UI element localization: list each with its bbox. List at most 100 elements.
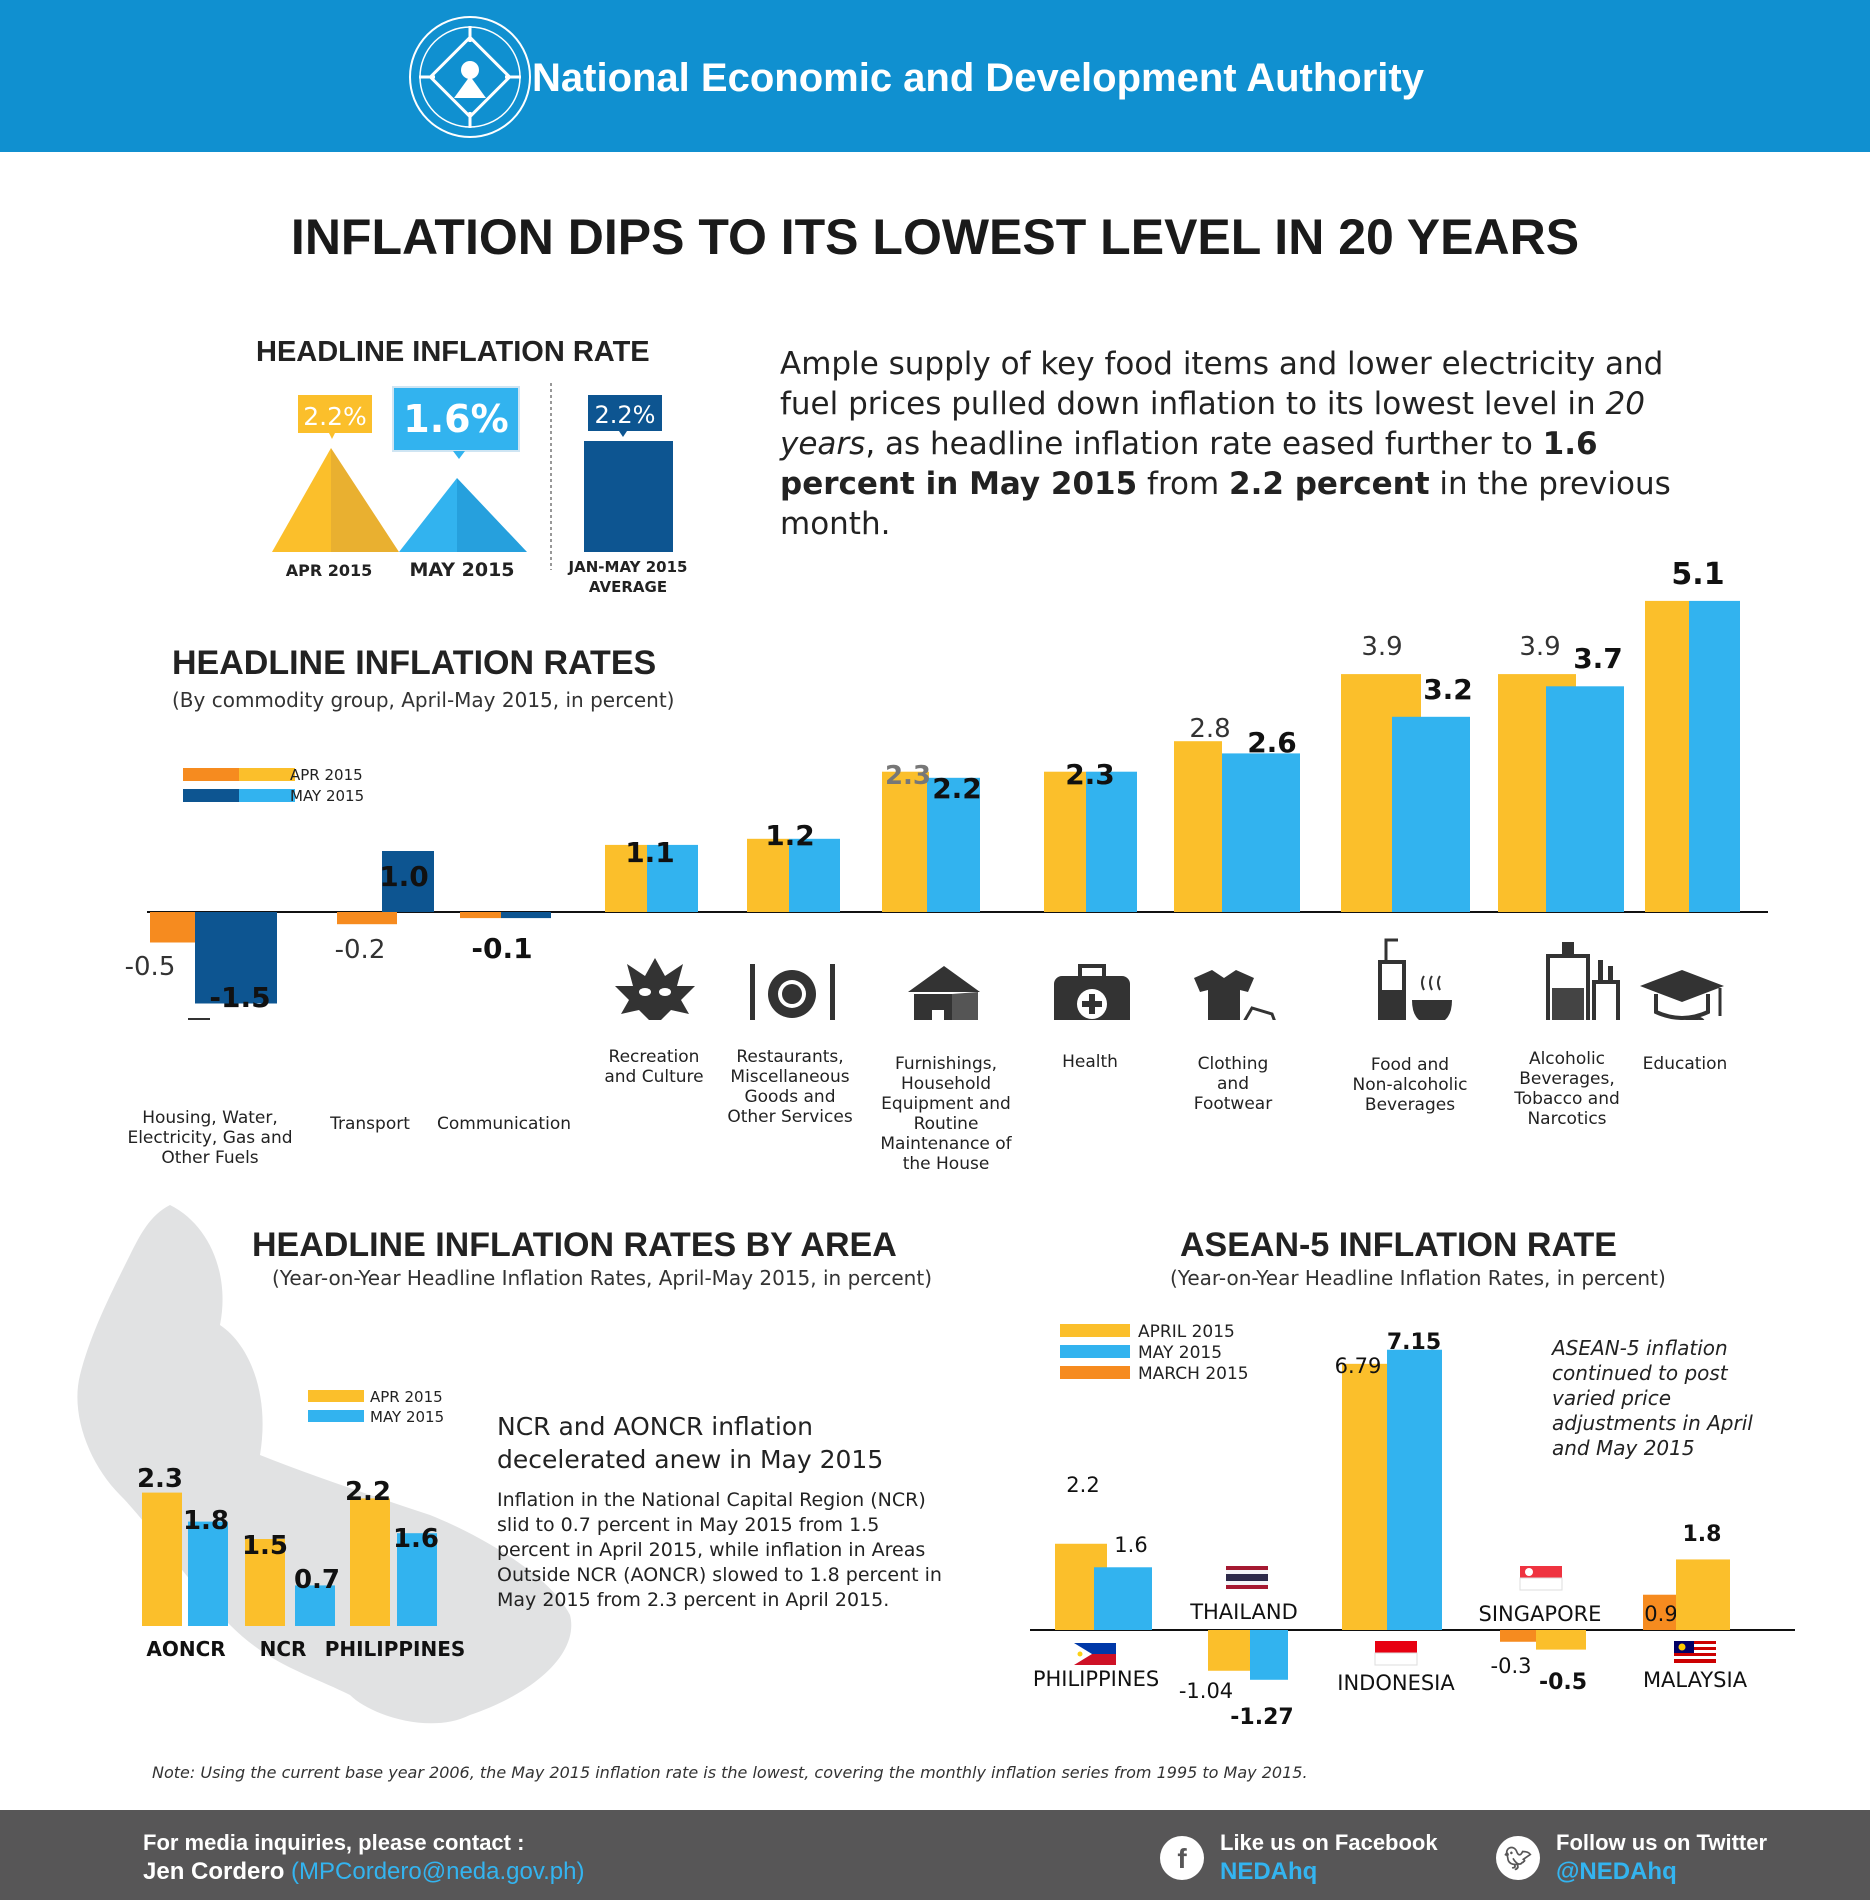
asean-legend-apr: APRIL 2015 xyxy=(1138,1322,1235,1342)
ncr-aoncr-body: Inflation in the National Capital Region… xyxy=(497,1489,942,1611)
commodity-category-line: Household xyxy=(901,1074,991,1094)
asean-category-label: PHILIPPINES xyxy=(1033,1667,1159,1691)
area-bar-may xyxy=(397,1533,437,1626)
commodity-category-label: Food and Non-alcoholic Beverages xyxy=(1315,1055,1505,1115)
twitter-icon[interactable]: 🐦︎ xyxy=(1496,1836,1540,1880)
headline-title: HEADLINE INFLATION RATE xyxy=(256,336,650,368)
contact-email-link[interactable]: (MPCordero@neda.gov.ph) xyxy=(291,1858,585,1885)
asean-category-label: SINGAPORE xyxy=(1479,1602,1602,1626)
commodity-data-label: 5.1 xyxy=(1671,560,1724,592)
facebook-handle-link[interactable]: NEDAhq xyxy=(1220,1858,1318,1885)
commodity-category-line: Communication xyxy=(437,1114,571,1134)
commodity-category-line: Other Fuels xyxy=(161,1148,259,1168)
commodity-category-label: Furnishings, Household Equipment and Routin… xyxy=(851,1054,1041,1174)
asean-data-label: 1.6 xyxy=(1114,1533,1147,1557)
facebook-icon[interactable]: f xyxy=(1160,1836,1204,1880)
mask-icon xyxy=(615,958,695,1020)
ncr-head-line-1: NCR and AONCR inflation xyxy=(497,1412,814,1441)
asean-bar xyxy=(1250,1630,1288,1680)
apr-value-label: 2.2% xyxy=(303,402,367,431)
summary-paragraph: Ample supply of key food items and lower… xyxy=(780,344,1690,544)
commodity-category-label: Housing, Water, Electricity, Gas and Other… xyxy=(115,1108,305,1168)
commodity-bar-apr xyxy=(1645,600,1689,912)
summary-em: 20 years xyxy=(780,386,1645,462)
commodity-category-line: Education xyxy=(1642,1054,1728,1074)
commodity-bar-may xyxy=(195,912,277,1004)
contact-label: For media inquiries, please contact : xyxy=(143,1830,525,1855)
area-bar-apr xyxy=(245,1539,285,1626)
apr-caption: APR 2015 xyxy=(286,561,373,580)
commodity-category-label: Transport xyxy=(275,1114,465,1134)
commodity-data-label: 3.7 xyxy=(1573,642,1623,675)
philippines-flag-icon xyxy=(1074,1643,1116,1665)
commodity-category-line: Health xyxy=(1062,1052,1118,1072)
commodity-category-line: Maintenance of xyxy=(880,1134,1012,1154)
commodity-bar-apr xyxy=(605,844,647,912)
asean-category-label: THAILAND xyxy=(1189,1600,1298,1624)
asean-category-label: MALAYSIA xyxy=(1643,1668,1748,1692)
graduation-cap-icon xyxy=(1640,970,1724,1020)
area-bar-apr xyxy=(142,1492,182,1626)
area-data-label-may: 1.8 xyxy=(183,1506,229,1536)
neda-seal-logo xyxy=(409,16,531,138)
commodity-category-line: and Culture xyxy=(604,1067,704,1087)
commodity-title: HEADLINE INFLATION RATES xyxy=(172,644,657,682)
commodity-data-label: -1.5 xyxy=(209,981,270,1014)
area-title: HEADLINE INFLATION RATES BY AREA xyxy=(252,1226,897,1264)
asean-data-label: -0.3 xyxy=(1491,1654,1532,1678)
asean-data-label: 0.9 xyxy=(1644,1602,1677,1626)
commodity-bar-may xyxy=(501,912,551,919)
asean-bar xyxy=(1676,1559,1730,1630)
avg-bar xyxy=(584,441,673,552)
alcohol-tobacco-icon xyxy=(1546,942,1620,1020)
summary-bold-2: 2.2 percent xyxy=(1229,466,1430,502)
summary-text-1: Ample supply of key food items and lower… xyxy=(780,346,1664,422)
asean-bar xyxy=(1094,1567,1152,1630)
area-data-label-may: 1.6 xyxy=(393,1524,439,1554)
asean-legend: APRIL 2015 MAY 2015 MARCH 2015 xyxy=(1060,1322,1249,1384)
area-data-label-apr: 1.5 xyxy=(242,1531,288,1561)
commodity-bar-apr xyxy=(337,912,397,925)
commodity-bar-may xyxy=(1222,753,1300,912)
asean-category-label: INDONESIA xyxy=(1337,1671,1455,1695)
area-legend-apr: APR 2015 xyxy=(370,1388,443,1406)
commodity-data-label: 1.0 xyxy=(379,860,429,893)
commodity-category-line: Food and xyxy=(1370,1055,1450,1075)
asean-title: ASEAN-5 INFLATION RATE xyxy=(1180,1226,1617,1264)
commodity-data-label: 1.1 xyxy=(625,836,675,869)
commodity-data-label: 2.3 xyxy=(1065,758,1115,791)
asean-data-label: -1.04 xyxy=(1179,1679,1233,1703)
commodity-bar-may xyxy=(382,851,434,912)
twitter-handle-link[interactable]: @NEDAhq xyxy=(1556,1858,1677,1885)
apr-triangle-right xyxy=(331,448,399,552)
commodity-data-label: 3.2 xyxy=(1423,673,1473,706)
footnote: Note: Using the current base year 2006, … xyxy=(152,1763,1308,1782)
area-category-label: PHILIPPINES xyxy=(325,1637,466,1661)
contact-line: Jen Cordero (MPCordero@neda.gov.ph) xyxy=(143,1858,584,1886)
avg-callout xyxy=(588,395,662,431)
asean-data-label: -0.5 xyxy=(1539,1670,1587,1695)
commodity-category-line: Recreation xyxy=(608,1047,700,1067)
area-legend: APR 2015 MAY 2015 xyxy=(308,1388,444,1426)
commodity-bar-apr xyxy=(882,771,929,912)
avg-value-label: 2.2% xyxy=(595,401,656,429)
commodity-category-line: Miscellaneous xyxy=(730,1067,850,1087)
commodity-category-line: Beverages, xyxy=(1519,1069,1615,1089)
indonesia-flag-icon xyxy=(1374,1641,1418,1666)
commodity-category-line: Tobacco and xyxy=(1514,1089,1620,1109)
commodity-bar-may xyxy=(927,777,980,912)
commodity-category-line: Housing, Water, xyxy=(142,1108,278,1128)
area-data-label-apr: 2.2 xyxy=(345,1477,391,1507)
area-bar-chart: 2.31.8 AONCR 1.50.7 NCR 2.21.6 PHILIPPINES xyxy=(137,1464,466,1661)
may-triangle-right xyxy=(457,478,527,552)
commodity-category-label: Clothing and Footwear xyxy=(1138,1054,1328,1114)
commodity-category-label: Health xyxy=(995,1052,1185,1072)
summary-text-4: in the previous month. xyxy=(780,466,1671,542)
apr-triangle-left xyxy=(272,448,331,552)
commodity-bar-may xyxy=(1546,686,1624,912)
commodity-category-line: Routine xyxy=(913,1114,979,1134)
commodity-category-label: Communication xyxy=(409,1114,599,1134)
commodity-category-line: Clothing xyxy=(1197,1054,1269,1074)
commodity-category-line: the House xyxy=(902,1154,990,1174)
commodity-data-label: -0.5 xyxy=(125,952,176,982)
